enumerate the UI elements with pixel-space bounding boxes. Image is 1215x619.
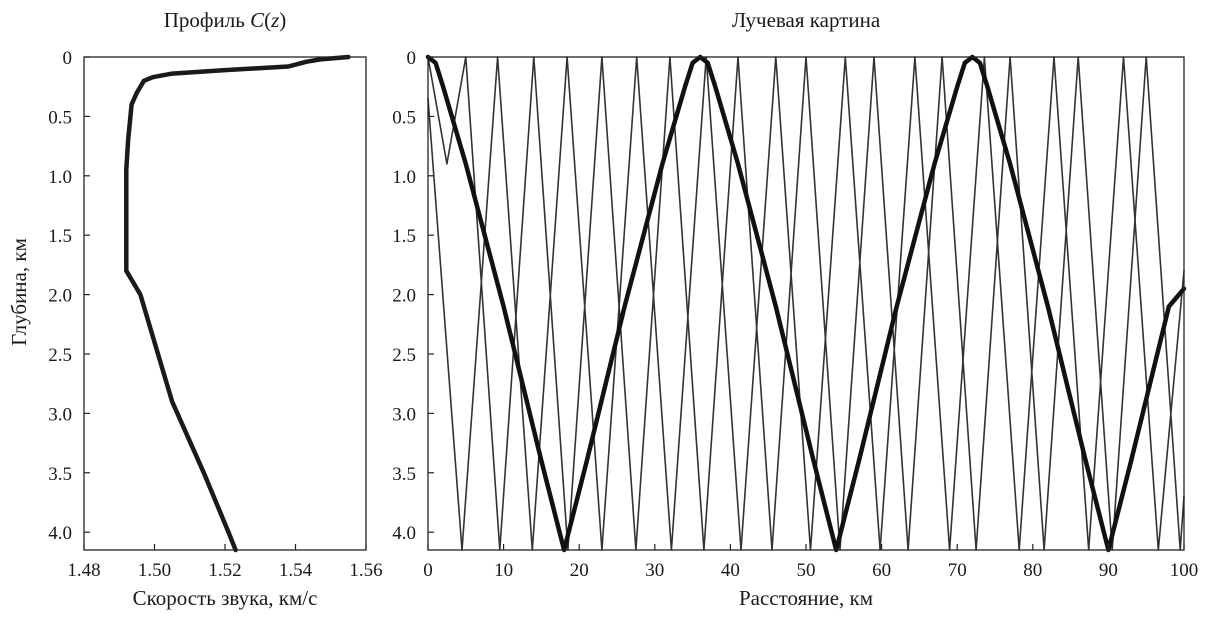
ray-chart-title: Лучевая картина	[732, 8, 881, 32]
x-tick-label: 1.54	[279, 560, 313, 581]
y-tick-label: 0	[63, 48, 73, 69]
x-tick-label: 1.52	[208, 560, 241, 581]
ray-series-line-0	[427, 56, 1185, 551]
x-tick-label: 1.50	[138, 560, 171, 581]
y-tick-label: 1.0	[48, 167, 72, 188]
x-tick-label: 100	[1170, 560, 1199, 581]
x-tick-label: 10	[494, 560, 513, 581]
ray-x-ticks: 0 10 20 30 40 50 60 70 80 90 100	[423, 544, 1198, 581]
y-tick-label: 1.5	[392, 226, 416, 247]
x-tick-label: 90	[1099, 560, 1118, 581]
y-tick-label: 2.5	[48, 345, 72, 366]
x-tick-label: 30	[645, 560, 664, 581]
y-tick-label: 3.0	[392, 404, 416, 425]
y-tick-label: 4.0	[48, 523, 72, 544]
y-tick-label: 1.5	[48, 226, 72, 247]
x-tick-label: 50	[797, 560, 816, 581]
profile-curves	[124, 54, 351, 553]
profile-chart-title: Профиль C(z)	[164, 8, 287, 32]
profile-x-axis-title: Скорость звука, км/с	[133, 586, 318, 610]
ray-chart: Лучевая картина 0 10 20 30 40 50 60 70 80 90 100 0…	[392, 8, 1198, 610]
y-tick-label: 3.5	[48, 464, 72, 485]
x-tick-label: 60	[872, 560, 891, 581]
ray-x-axis-title: Расстояние, км	[739, 586, 873, 610]
y-tick-label: 1.0	[392, 167, 416, 188]
y-tick-label: 2.0	[48, 286, 72, 307]
y-tick-label: 4.0	[392, 523, 416, 544]
x-tick-label: 0	[423, 560, 433, 581]
profile-x-ticks: 1.48 1.50 1.52 1.54 1.56	[67, 544, 383, 581]
y-tick-label: 0.5	[48, 107, 72, 128]
x-tick-label: 70	[948, 560, 967, 581]
y-tick-label: 3.5	[392, 464, 416, 485]
profile-series-line-0	[124, 54, 351, 553]
x-tick-label: 20	[570, 560, 589, 581]
profile-y-axis-title: Глубина, км	[7, 238, 31, 346]
profile-chart: Профиль C(z) 1.48 1.50 1.52 1.54 1.56 0 0.5 1.…	[7, 8, 383, 610]
profile-y-ticks: 0 0.5 1.0 1.5 2.0 2.5 3.0 3.5 4.0	[48, 48, 90, 544]
x-tick-label: 80	[1023, 560, 1042, 581]
y-tick-label: 0.5	[392, 107, 416, 128]
x-tick-label: 1.56	[349, 560, 382, 581]
ray-y-ticks: 0 0.5 1.0 1.5 2.0 2.5 3.0 3.5 4.0	[392, 48, 434, 544]
x-tick-label: 40	[721, 560, 740, 581]
ray-series-line-2	[425, 54, 1187, 553]
y-tick-label: 2.0	[392, 286, 416, 307]
y-tick-label: 2.5	[392, 345, 416, 366]
y-tick-label: 0	[407, 48, 417, 69]
ray-curves	[425, 54, 1187, 553]
y-tick-label: 3.0	[48, 404, 72, 425]
profile-plot-frame	[83, 56, 367, 551]
x-tick-label: 1.48	[67, 560, 100, 581]
